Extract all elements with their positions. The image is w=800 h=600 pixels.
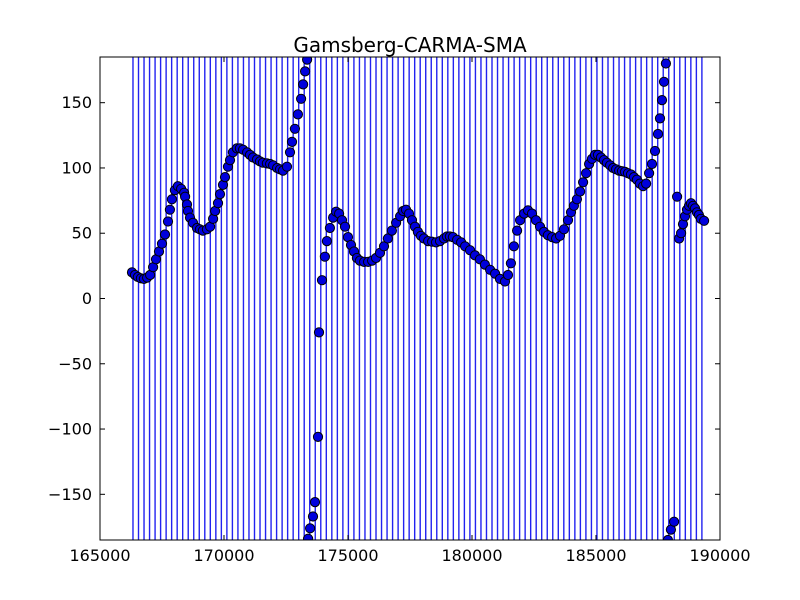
data-point-marker — [321, 236, 332, 247]
data-point-marker — [382, 233, 393, 244]
data-point-marker — [286, 136, 298, 147]
data-point-marker — [575, 186, 586, 197]
data-point-marker — [312, 431, 324, 442]
data-point-marker — [641, 178, 652, 189]
data-point-marker — [281, 161, 293, 172]
x-tick-label: 165000 — [69, 546, 130, 565]
y-tick-label: 150 — [61, 93, 92, 112]
data-point-marker — [578, 177, 589, 188]
data-point-marker — [672, 191, 683, 202]
data-point-marker — [300, 66, 311, 77]
data-point-marker — [652, 128, 664, 140]
plot-frame — [99, 56, 721, 541]
data-point-marker — [166, 194, 177, 205]
y-tick-label: −100 — [48, 420, 92, 439]
data-point-marker — [512, 225, 523, 236]
data-point-marker — [309, 497, 321, 508]
data-point-marker — [316, 275, 328, 286]
data-point-marker — [212, 198, 224, 209]
data-point-marker — [296, 93, 307, 104]
data-point-marker — [313, 327, 325, 338]
data-point-marker — [644, 168, 655, 179]
y-tick-label: 50 — [72, 224, 92, 243]
data-point-marker — [502, 269, 514, 281]
data-point-marker — [676, 228, 687, 239]
x-tick-label: 175000 — [317, 546, 378, 565]
data-point-marker — [508, 241, 520, 252]
data-point-marker — [646, 158, 658, 170]
data-point-marker — [660, 58, 672, 69]
data-point-marker — [699, 215, 710, 226]
data-point-marker — [558, 224, 570, 235]
y-tick-label: −150 — [48, 485, 92, 504]
data-point-marker — [581, 168, 592, 179]
data-point-marker — [292, 109, 303, 120]
data-point-marker — [302, 57, 313, 65]
data-point-marker — [219, 172, 231, 183]
data-point-marker — [162, 216, 174, 227]
x-tick-label: 190000 — [689, 546, 750, 565]
chart-title: Gamsberg-CARMA-SMA — [293, 33, 527, 57]
x-tick-label: 185000 — [565, 546, 626, 565]
data-point-marker — [156, 238, 168, 249]
data-point-marker — [159, 229, 171, 240]
x-tick-label: 170000 — [193, 546, 254, 565]
data-point-marker — [307, 511, 319, 522]
data-point-marker — [289, 123, 300, 134]
data-point-marker — [658, 76, 670, 87]
data-point-marker — [656, 95, 668, 106]
data-point-marker — [319, 251, 330, 262]
data-point-marker — [298, 79, 309, 90]
x-tick-label: 180000 — [441, 546, 502, 565]
data-point-marker — [662, 534, 673, 540]
data-point-marker — [284, 147, 296, 158]
y-tick-label: −50 — [58, 354, 92, 373]
data-point-marker — [305, 523, 316, 534]
error-bars — [132, 57, 703, 540]
data-point-marker — [505, 258, 516, 269]
data-point-marker — [303, 533, 314, 540]
data-points — [126, 57, 710, 540]
data-point-marker — [654, 113, 666, 124]
data-point-marker — [649, 145, 661, 157]
data-point-marker — [214, 189, 226, 200]
data-point-marker — [669, 516, 680, 527]
data-point-marker — [339, 221, 351, 232]
data-point-marker — [386, 225, 397, 236]
y-tick-label: 100 — [61, 158, 92, 177]
y-tick-label: 0 — [82, 289, 92, 308]
data-point-marker — [324, 222, 335, 234]
data-point-marker — [164, 204, 175, 215]
